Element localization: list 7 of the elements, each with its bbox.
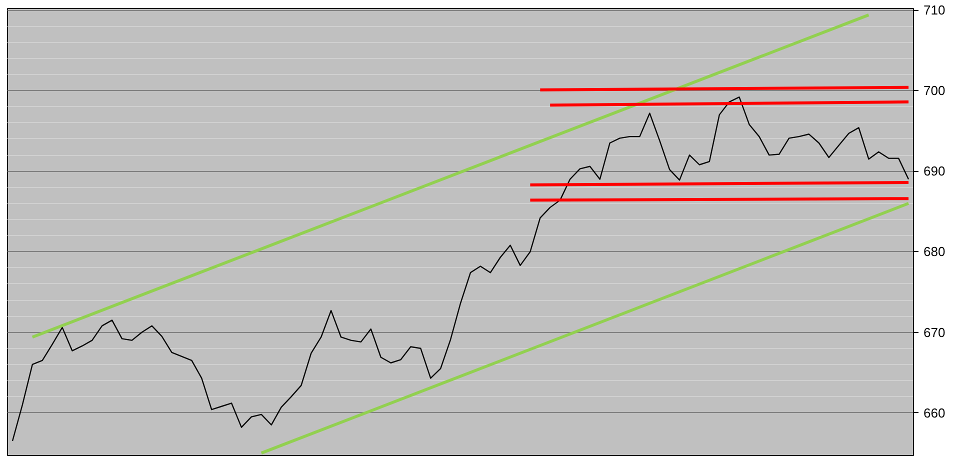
y-tick-label: 680	[924, 244, 946, 260]
y-tick-label: 710	[924, 2, 946, 18]
y-tick-label: 690	[924, 164, 946, 179]
y-tick-label: 670	[924, 324, 946, 340]
line-series	[12, 96, 910, 442]
y-tick-label: 700	[924, 83, 946, 98]
y-tick-label: 660	[924, 405, 946, 420]
